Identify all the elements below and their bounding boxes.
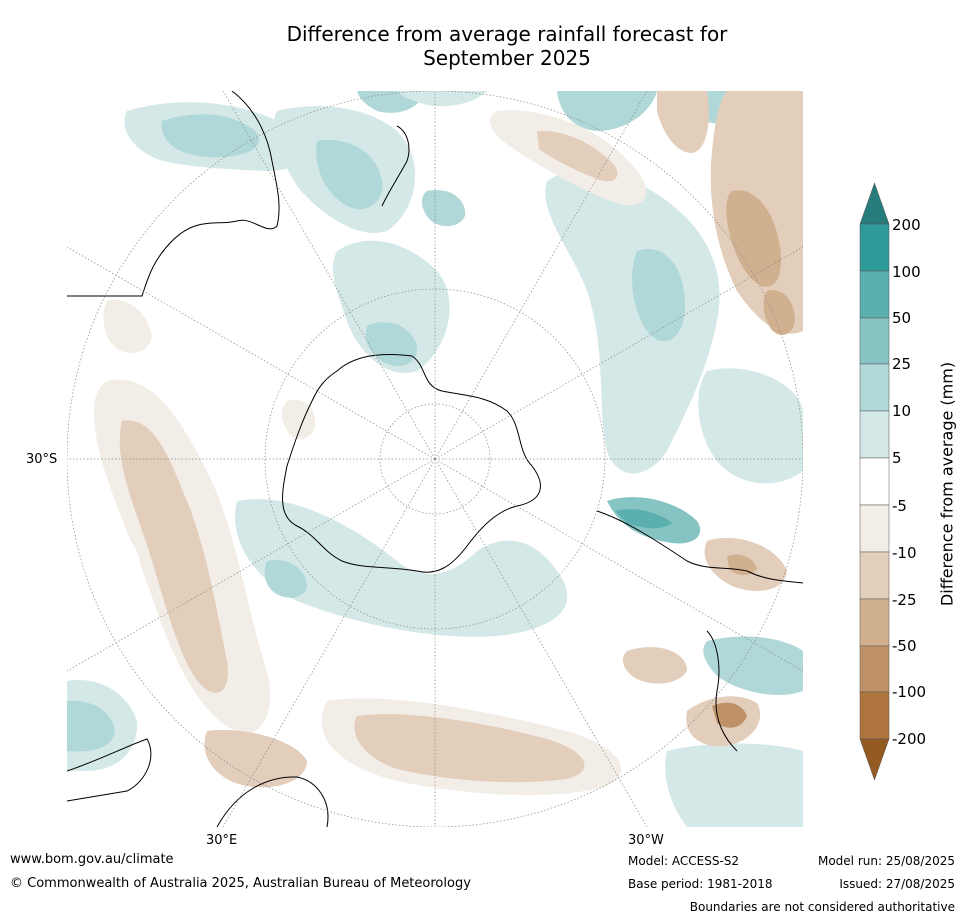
colorbar-extend-bottom [859, 738, 890, 781]
title-line-1: Difference from average rainfall forecas… [286, 22, 728, 46]
lon-label-30w: 30°W [628, 833, 664, 848]
colorbar-extend-top [859, 182, 890, 225]
rainfall-map [67, 91, 803, 827]
tick-50: 50 [892, 309, 911, 327]
tick-neg10: -10 [892, 544, 917, 562]
bom-climate-link[interactable]: www.bom.gov.au/climate [10, 852, 174, 867]
tick-200: 200 [892, 216, 921, 234]
tick-25: 25 [892, 355, 911, 373]
tick-neg5: -5 [892, 497, 907, 515]
disclaimer-text: Boundaries are not considered authoritat… [689, 900, 955, 914]
tick-neg50: -50 [892, 637, 917, 655]
coastlines [67, 91, 803, 827]
lon-label-30e: 30°E [206, 833, 238, 848]
issued-text: Issued: 27/08/2025 [839, 877, 955, 891]
wetter-regions [67, 91, 803, 827]
lat-label-30s: 30°S [26, 452, 58, 467]
colorbar-swatches [859, 182, 890, 781]
tick-neg25: -25 [892, 591, 917, 609]
chart-title: Difference from average rainfall forecas… [0, 22, 965, 70]
model-text: Model: ACCESS-S2 [628, 854, 740, 868]
tick-10: 10 [892, 402, 911, 420]
colorbar-title: Difference from average (mm) [937, 361, 957, 607]
graticule [67, 91, 803, 827]
model-run-text: Model run: 25/08/2025 [817, 854, 955, 868]
tick-neg100: -100 [892, 683, 926, 701]
colorbar-tick-labels: 200 100 50 25 10 5 -5 -10 -25 -50 -100 -… [892, 216, 926, 748]
tick-neg200: -200 [892, 730, 926, 748]
tick-5: 5 [892, 449, 902, 467]
title-line-2: September 2025 [423, 46, 591, 70]
copyright-text: © Commonwealth of Australia 2025, Austra… [10, 876, 471, 891]
tick-100: 100 [892, 263, 921, 281]
drier-regions [94, 91, 803, 796]
antarctica-outline [282, 354, 541, 573]
base-period-text: Base period: 1981-2018 [628, 877, 773, 891]
colorbar: 200 100 50 25 10 5 -5 -10 -25 -50 -100 -… [859, 182, 926, 781]
